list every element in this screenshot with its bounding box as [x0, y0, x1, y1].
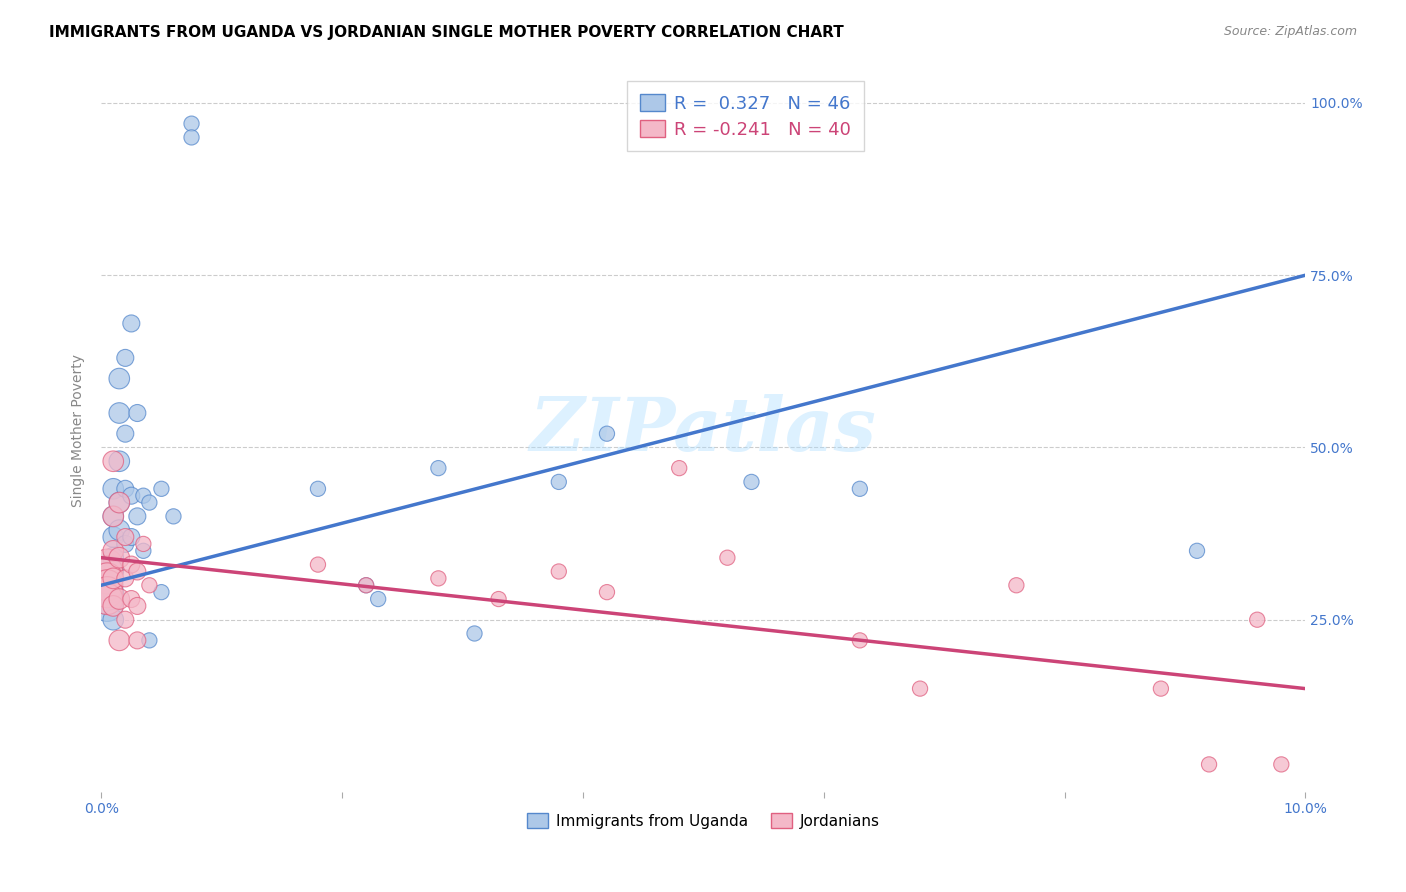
Point	[114, 351, 136, 365]
Point	[108, 523, 131, 537]
Point	[108, 371, 131, 385]
Point	[96, 558, 118, 572]
Point	[108, 495, 131, 509]
Point	[307, 482, 329, 496]
Point	[108, 592, 131, 607]
Point	[1005, 578, 1028, 592]
Point	[547, 475, 569, 489]
Point	[668, 461, 690, 475]
Point	[96, 599, 118, 613]
Point	[103, 585, 125, 599]
Point	[138, 495, 160, 509]
Point	[1270, 757, 1292, 772]
Point	[114, 613, 136, 627]
Point	[1150, 681, 1173, 696]
Point	[740, 475, 762, 489]
Y-axis label: Single Mother Poverty: Single Mother Poverty	[72, 354, 86, 507]
Point	[132, 489, 155, 503]
Point	[108, 495, 131, 509]
Point	[367, 592, 389, 607]
Point	[120, 489, 142, 503]
Point	[103, 565, 125, 579]
Point	[103, 550, 125, 565]
Point	[103, 544, 125, 558]
Point	[138, 633, 160, 648]
Point	[120, 592, 142, 607]
Point	[547, 565, 569, 579]
Point	[103, 571, 125, 585]
Point	[716, 550, 738, 565]
Point	[108, 406, 131, 420]
Point	[96, 565, 118, 579]
Point	[103, 530, 125, 544]
Point	[114, 537, 136, 551]
Point	[132, 544, 155, 558]
Point	[96, 571, 118, 585]
Point	[114, 482, 136, 496]
Point	[96, 571, 118, 585]
Point	[120, 317, 142, 331]
Point	[108, 454, 131, 468]
Text: IMMIGRANTS FROM UGANDA VS JORDANIAN SINGLE MOTHER POVERTY CORRELATION CHART: IMMIGRANTS FROM UGANDA VS JORDANIAN SING…	[49, 25, 844, 40]
Point	[162, 509, 184, 524]
Point	[132, 537, 155, 551]
Point	[488, 592, 510, 607]
Point	[596, 426, 619, 441]
Point	[114, 530, 136, 544]
Point	[103, 482, 125, 496]
Point	[96, 565, 118, 579]
Point	[463, 626, 485, 640]
Point	[103, 509, 125, 524]
Point	[307, 558, 329, 572]
Text: Source: ZipAtlas.com: Source: ZipAtlas.com	[1223, 25, 1357, 38]
Point	[120, 530, 142, 544]
Point	[108, 633, 131, 648]
Point	[114, 426, 136, 441]
Point	[96, 585, 118, 599]
Point	[127, 406, 149, 420]
Text: ZIPatlas: ZIPatlas	[530, 394, 877, 467]
Point	[138, 578, 160, 592]
Point	[96, 578, 118, 592]
Point	[849, 482, 872, 496]
Point	[114, 571, 136, 585]
Point	[427, 461, 450, 475]
Point	[96, 592, 118, 607]
Point	[180, 130, 202, 145]
Point	[120, 558, 142, 572]
Point	[127, 633, 149, 648]
Point	[127, 599, 149, 613]
Point	[150, 585, 173, 599]
Point	[180, 117, 202, 131]
Legend: Immigrants from Uganda, Jordanians: Immigrants from Uganda, Jordanians	[520, 807, 886, 835]
Point	[96, 578, 118, 592]
Point	[103, 613, 125, 627]
Point	[103, 509, 125, 524]
Point	[150, 482, 173, 496]
Point	[108, 550, 131, 565]
Point	[596, 585, 619, 599]
Point	[103, 599, 125, 613]
Point	[103, 454, 125, 468]
Point	[354, 578, 377, 592]
Point	[1185, 544, 1208, 558]
Point	[127, 509, 149, 524]
Point	[849, 633, 872, 648]
Point	[1246, 613, 1268, 627]
Point	[96, 592, 118, 607]
Point	[1198, 757, 1220, 772]
Point	[908, 681, 931, 696]
Point	[427, 571, 450, 585]
Point	[127, 565, 149, 579]
Point	[354, 578, 377, 592]
Point	[96, 585, 118, 599]
